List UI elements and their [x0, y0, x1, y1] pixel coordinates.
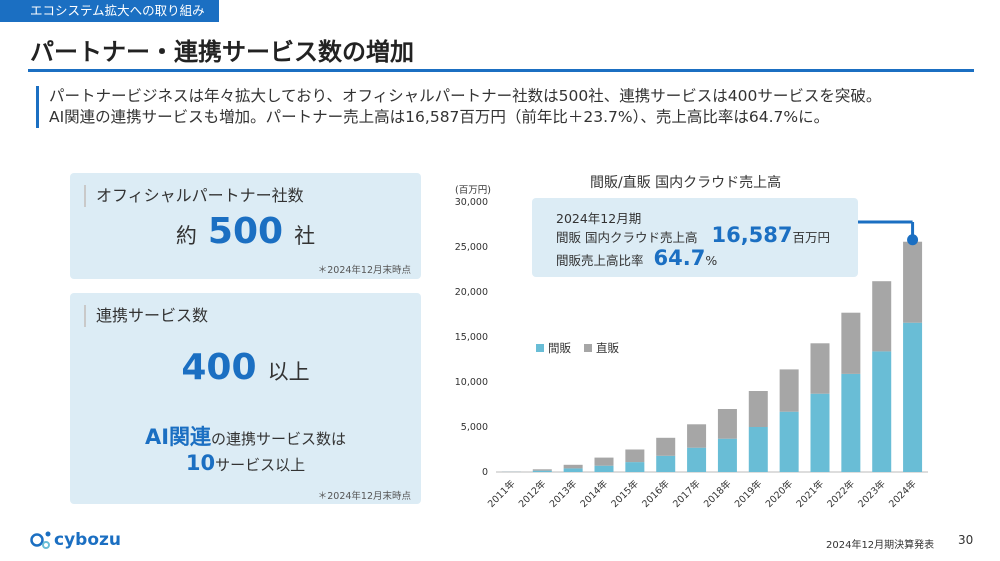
- callout-ratio-value: 64.7: [653, 246, 706, 270]
- y-tick-label: 5,000: [461, 422, 488, 433]
- services-value: 400: [181, 347, 257, 388]
- x-tick-label: 2015年: [609, 477, 642, 510]
- bar-indirect: [625, 462, 645, 472]
- partners-card: オフィシャルパートナー社数 約 500 社 ＊2024年12月末時点: [70, 173, 421, 279]
- x-tick-label: 2023年: [856, 477, 889, 510]
- x-tick-label: 2022年: [825, 477, 858, 510]
- bar-indirect: [748, 427, 768, 472]
- bar-direct: [903, 241, 923, 323]
- bar-indirect: [872, 351, 892, 472]
- partners-suffix: 社: [294, 224, 316, 248]
- partners-value: 500: [207, 211, 284, 252]
- legend-label: 直販: [596, 341, 619, 355]
- bar-indirect: [903, 322, 923, 472]
- x-tick-label: 2019年: [732, 477, 765, 510]
- partners-prefix: 約: [175, 224, 197, 248]
- legend-label: 間販: [548, 341, 571, 355]
- ai-value: 10: [185, 451, 216, 475]
- callout-sales-value: 16,587: [711, 223, 793, 247]
- x-tick-label: 2012年: [516, 477, 549, 510]
- y-tick-label: 10,000: [455, 377, 488, 388]
- bar-direct: [779, 369, 799, 412]
- summary-line-2: AI関連の連携サービスも増加。パートナー売上高は16,587百万円（前年比＋23…: [49, 108, 830, 126]
- summary-block: パートナービジネスは年々拡大しており、オフィシャルパートナー社数は500社、連携…: [36, 86, 966, 128]
- x-tick-label: 2024年: [886, 477, 919, 510]
- partners-note: ＊2024年12月末時点: [317, 265, 411, 276]
- callout-ratio: 間販売上高比率 64.7%: [556, 246, 717, 270]
- summary-line-1: パートナービジネスは年々拡大しており、オフィシャルパートナー社数は500社、連携…: [49, 87, 882, 105]
- callout-sales-label: 間販 国内クラウド売上高: [556, 230, 698, 245]
- services-card: 連携サービス数 400 以上 AI関連の連携サービス数は 10サービス以上 ＊2…: [70, 293, 421, 504]
- bar-direct: [625, 449, 645, 463]
- ai-services-line: AI関連の連携サービス数は: [70, 421, 421, 451]
- services-count: 400 以上: [70, 347, 421, 388]
- cybozu-logo-icon: [30, 531, 51, 549]
- x-tick-label: 2018年: [701, 477, 734, 510]
- y-tick-label: 25,000: [455, 242, 488, 253]
- bar-direct: [532, 469, 552, 471]
- y-tick-label: 0: [482, 467, 488, 478]
- x-tick-label: 2017年: [670, 477, 703, 510]
- y-tick-label: 30,000: [455, 197, 488, 208]
- bar-indirect: [563, 468, 583, 472]
- y-tick-label: 15,000: [455, 332, 488, 343]
- bar-indirect: [717, 438, 737, 472]
- callout-ratio-label: 間販売上高比率: [556, 253, 644, 268]
- x-tick-label: 2016年: [640, 477, 673, 510]
- chart-title: 間販/直販 国内クラウド売上高: [590, 175, 782, 191]
- bar-direct: [872, 281, 892, 352]
- x-tick-label: 2021年: [794, 477, 827, 510]
- bar-indirect: [779, 411, 799, 472]
- sales-callout: 2024年12月期 間販 国内クラウド売上高 16,587百万円 間販売上高比率…: [532, 198, 858, 277]
- legend-swatch: [584, 344, 592, 352]
- footer-doc: 2024年12月期決算発表: [826, 540, 935, 551]
- callout-period: 2024年12月期: [556, 211, 642, 226]
- bar-direct: [841, 312, 861, 374]
- ai-text: の連携サービス数は: [211, 430, 347, 448]
- bar-direct: [656, 437, 676, 456]
- page-number: 30: [958, 533, 974, 547]
- section-tag: エコシステム拡大への取り組み: [0, 0, 219, 22]
- callout-sales-unit: 百万円: [792, 230, 831, 245]
- bar-indirect: [532, 470, 552, 472]
- bar-direct: [687, 424, 707, 448]
- title-divider: [28, 69, 974, 72]
- partners-count: 約 500 社: [70, 211, 421, 252]
- services-note: ＊2024年12月末時点: [317, 491, 411, 502]
- bar-direct: [810, 343, 830, 394]
- page-title: パートナー・連携サービス数の増加: [30, 38, 414, 66]
- x-tick-label: 2013年: [547, 477, 580, 510]
- bar-indirect: [841, 373, 861, 472]
- y-tick-label: 20,000: [455, 287, 488, 298]
- x-tick-label: 2014年: [578, 477, 611, 510]
- ai-services-count: 10サービス以上: [70, 451, 421, 475]
- x-tick-label: 2020年: [763, 477, 796, 510]
- partners-card-label: オフィシャルパートナー社数: [84, 185, 304, 207]
- y-axis-unit: (百万円): [455, 185, 491, 196]
- ai-highlight: AI関連: [144, 425, 212, 449]
- services-suffix: 以上: [267, 360, 310, 384]
- callout-sales: 間販 国内クラウド売上高 16,587百万円: [556, 223, 830, 247]
- x-tick-label: 2011年: [485, 477, 518, 510]
- bar-indirect: [687, 447, 707, 472]
- callout-marker-dot: [907, 234, 919, 246]
- callout-ratio-unit: %: [705, 253, 718, 268]
- cybozu-logo-text: cybozu: [54, 530, 122, 550]
- bar-direct: [594, 457, 614, 466]
- bar-direct: [563, 464, 583, 469]
- bar-direct: [748, 391, 768, 427]
- bar-indirect: [810, 393, 830, 472]
- ai-suffix: サービス以上: [215, 456, 306, 474]
- bar-indirect: [656, 455, 676, 472]
- bar-indirect: [594, 465, 614, 472]
- bar-direct: [717, 409, 737, 439]
- legend-swatch: [536, 344, 544, 352]
- services-card-label: 連携サービス数: [84, 305, 208, 327]
